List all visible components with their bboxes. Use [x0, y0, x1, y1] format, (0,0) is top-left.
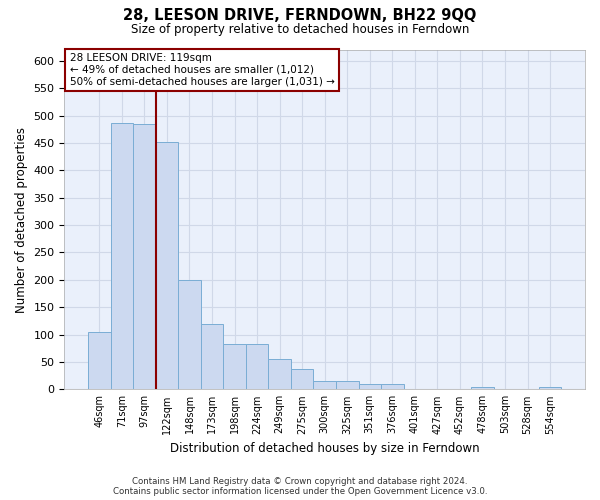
Bar: [223, 344, 246, 390]
Bar: [539, 386, 562, 390]
Bar: [246, 344, 268, 390]
Bar: [449, 389, 471, 390]
Bar: [313, 381, 336, 390]
Bar: [268, 359, 291, 390]
Text: 28, LEESON DRIVE, FERNDOWN, BH22 9QQ: 28, LEESON DRIVE, FERNDOWN, BH22 9QQ: [124, 8, 476, 22]
Bar: [201, 324, 223, 390]
Bar: [516, 389, 539, 390]
Bar: [494, 389, 516, 390]
Bar: [291, 368, 313, 390]
Bar: [381, 384, 404, 390]
Bar: [426, 389, 449, 390]
Bar: [110, 123, 133, 390]
Text: Size of property relative to detached houses in Ferndown: Size of property relative to detached ho…: [131, 22, 469, 36]
Text: 28 LEESON DRIVE: 119sqm
← 49% of detached houses are smaller (1,012)
50% of semi: 28 LEESON DRIVE: 119sqm ← 49% of detache…: [70, 54, 334, 86]
Bar: [155, 142, 178, 390]
Bar: [336, 381, 359, 390]
Y-axis label: Number of detached properties: Number of detached properties: [15, 126, 28, 312]
Bar: [471, 386, 494, 390]
Text: Contains HM Land Registry data © Crown copyright and database right 2024.
Contai: Contains HM Land Registry data © Crown c…: [113, 476, 487, 496]
Bar: [359, 384, 381, 390]
Bar: [133, 124, 155, 390]
Bar: [404, 389, 426, 390]
Bar: [178, 280, 201, 390]
X-axis label: Distribution of detached houses by size in Ferndown: Distribution of detached houses by size …: [170, 442, 479, 455]
Bar: [88, 332, 110, 390]
